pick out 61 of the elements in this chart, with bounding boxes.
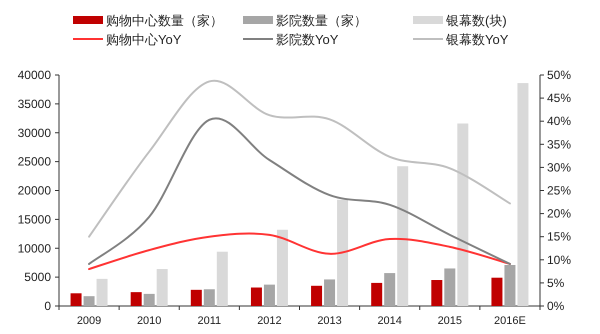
bar — [491, 278, 502, 306]
y-tick-label: 30000 — [18, 126, 52, 140]
bar — [337, 200, 348, 306]
bar — [311, 286, 322, 306]
line-series — [88, 80, 511, 238]
y-tick-label: 25000 — [18, 154, 52, 169]
bar — [144, 294, 155, 306]
y-tick-label: 20000 — [18, 184, 52, 198]
bar — [276, 230, 288, 306]
bar — [384, 273, 396, 306]
y2-tick-label: 40% — [547, 114, 572, 128]
legend-label: 银幕数YoY — [445, 32, 509, 47]
y2-tick-label: 10% — [547, 252, 572, 267]
bar — [156, 269, 168, 306]
y2-tick-label: 20% — [547, 206, 572, 221]
x-tick-label: 2013 — [317, 315, 342, 327]
bar — [444, 268, 456, 306]
x-tick-label: 2010 — [136, 315, 162, 327]
legend-label: 购物中心数量（家） — [106, 13, 223, 28]
y2-tick-label: 15% — [547, 230, 572, 244]
bar — [324, 279, 336, 306]
bar — [397, 166, 408, 306]
bar — [84, 296, 95, 306]
y2-tick-label: 35% — [547, 137, 572, 152]
bar — [190, 290, 202, 306]
y-tick-label: 5000 — [24, 270, 52, 284]
bar — [96, 278, 108, 306]
legend-label: 影院数量（家） — [276, 13, 367, 28]
x-tick-label: 2009 — [76, 315, 102, 327]
y2-tick-label: 25% — [547, 184, 572, 198]
y2-tick-label: 0% — [547, 299, 565, 313]
y2-tick-label: 45% — [547, 91, 572, 106]
bar — [130, 292, 142, 306]
x-tick-label: 2015 — [438, 315, 462, 327]
y-tick-label: 40000 — [18, 68, 52, 82]
bar — [517, 83, 528, 306]
y2-tick-label: 5% — [547, 276, 565, 290]
legend-label: 银幕数(块) — [445, 13, 507, 28]
line-series — [88, 118, 511, 265]
bar — [457, 124, 468, 306]
bar — [504, 264, 516, 306]
bar — [216, 252, 228, 306]
y2-tick-label: 50% — [547, 68, 572, 82]
y-tick-label: 35000 — [18, 96, 52, 111]
y2-tick-label: 30% — [547, 160, 572, 174]
bar — [264, 284, 275, 306]
y-tick-label: 10000 — [18, 241, 52, 256]
bar — [70, 293, 82, 306]
y-tick-label: 15000 — [18, 212, 52, 226]
y-tick-label: 0 — [44, 299, 52, 313]
x-tick-label: 2012 — [257, 315, 282, 327]
bar — [431, 280, 442, 306]
legend-label: 购物中心YoY — [106, 32, 182, 47]
bar — [204, 289, 215, 306]
legend-label: 影院数YoY — [276, 32, 339, 47]
line-series — [88, 232, 511, 270]
x-tick-label: 2014 — [377, 315, 402, 327]
bar — [371, 282, 382, 306]
x-tick-label: 2011 — [197, 315, 222, 327]
bar — [250, 288, 262, 306]
x-tick-label: 2016E — [494, 315, 526, 327]
